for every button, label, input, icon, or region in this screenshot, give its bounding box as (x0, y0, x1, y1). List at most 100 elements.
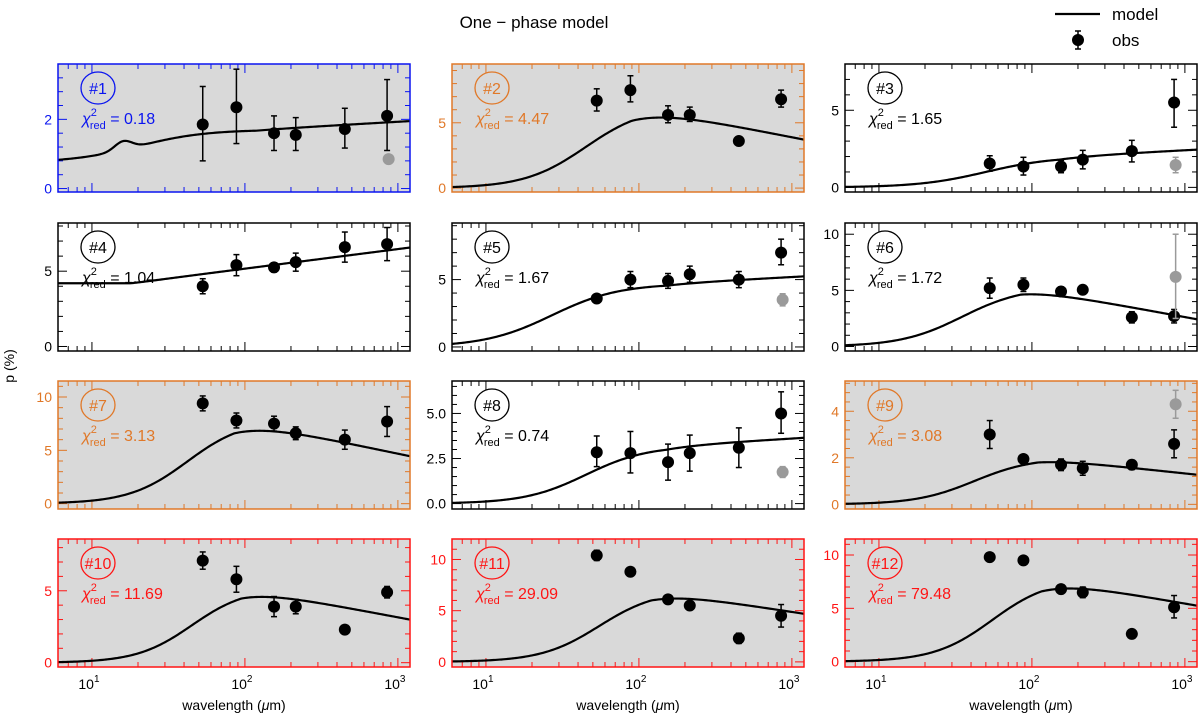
panel-background (845, 381, 1197, 509)
obs-point (268, 115, 281, 152)
obs-marker (662, 108, 675, 121)
obs-marker (1125, 311, 1138, 324)
x-ticks: 05 (438, 64, 804, 196)
chi2-chi: χ (867, 428, 878, 445)
obs-point-excluded (776, 465, 789, 479)
x-axis-label-prefix: wavelength ( (181, 697, 262, 713)
obs-point (230, 68, 243, 145)
chi2-sup: 2 (91, 582, 97, 594)
obs-marker (338, 433, 351, 446)
obs-marker (590, 292, 603, 305)
panel-id-circle (80, 546, 116, 580)
chi2-sub: red (90, 120, 106, 132)
obs-marker (1169, 159, 1182, 172)
obs-point (624, 430, 637, 474)
panel-label: #3 χ2 red = 1.65 (867, 71, 942, 132)
x-tick-base: 10 (1018, 676, 1034, 692)
model-curve (452, 275, 804, 345)
chi2-chi: χ (80, 270, 91, 287)
obs-marker (338, 123, 351, 136)
x-ticks: 05 (438, 223, 804, 355)
obs-marker (683, 108, 696, 121)
obs-marker (590, 549, 603, 562)
y-tick-label: 5 (831, 102, 839, 118)
obs-point (1076, 460, 1089, 477)
chi2-sub: red (877, 437, 893, 449)
x-tick-exp: 1 (881, 674, 887, 685)
model-curve (845, 461, 1197, 505)
obs-marker (338, 623, 351, 636)
chi2-value: = 3.13 (106, 428, 155, 445)
y-tick-label: 0 (438, 180, 446, 196)
obs-point (983, 551, 996, 564)
obs-marker (338, 241, 351, 254)
obs-point (1168, 594, 1181, 619)
chi2-value: = 29.09 (500, 586, 558, 603)
x-ticks: 0.0 2.5 5.0 (427, 381, 804, 512)
chi2-sub: red (484, 437, 500, 449)
panel-id: #4 (89, 240, 107, 257)
panel-4: 0 5 #4 χ2 red = 1.04 (44, 222, 411, 354)
chi2-chi: χ (867, 111, 878, 128)
obs-point (289, 252, 302, 272)
obs-marker (196, 280, 209, 293)
chi2-label: χ2 red = 1.72 (867, 266, 942, 291)
obs-point (983, 419, 996, 450)
obs-marker (1017, 554, 1030, 567)
obs-marker (268, 261, 281, 274)
y-tick-label: 0 (831, 496, 839, 512)
obs-point (230, 412, 243, 429)
obs-point (683, 434, 696, 472)
x-tick-base: 10 (472, 676, 488, 692)
obs-point (381, 585, 394, 599)
obs-marker (1169, 270, 1182, 283)
chi2-chi: χ (474, 586, 485, 603)
obs-point (662, 272, 675, 290)
obs-point (338, 231, 351, 263)
obs-point (732, 135, 745, 148)
obs-point (338, 623, 351, 636)
chi2-chi: χ (474, 428, 485, 445)
obs-point (381, 226, 394, 262)
y-tick-label: 2.5 (427, 451, 447, 467)
obs-point (289, 116, 302, 152)
obs-marker (382, 153, 395, 166)
obs-marker (1076, 586, 1089, 599)
obs-marker (1125, 458, 1138, 471)
obs-marker (983, 282, 996, 295)
x-axis-label: wavelength (μm) (968, 697, 1072, 713)
panel-frame (844, 538, 1198, 668)
obs-point (683, 599, 696, 612)
legend: model obs (1055, 5, 1158, 50)
obs-point (590, 549, 603, 562)
obs-point (268, 595, 281, 618)
observations (196, 395, 394, 451)
obs-marker (662, 593, 675, 606)
obs-marker (1125, 627, 1138, 640)
panel-5: 05#5χ2 red = 1.67 (438, 222, 805, 355)
obs-point (1168, 429, 1181, 459)
obs-marker (732, 632, 745, 645)
obs-marker (230, 259, 243, 272)
obs-point (624, 75, 637, 103)
obs-marker (662, 274, 675, 287)
obs-point (381, 78, 394, 152)
obs-point (196, 395, 209, 412)
panel-background (58, 223, 410, 351)
panel-id: #12 (872, 556, 899, 573)
panel-id-circle (867, 546, 903, 580)
y-tick-label: 5 (44, 263, 52, 279)
obs-point-excluded (382, 153, 395, 166)
obs-marker (1168, 601, 1181, 614)
obs-marker (775, 93, 788, 106)
obs-marker (624, 565, 637, 578)
obs-marker (1076, 462, 1089, 475)
chi2-sup: 2 (878, 107, 884, 119)
obs-point (1017, 554, 1030, 567)
y-tick-label: 0 (44, 338, 52, 354)
x-tick-base: 10 (384, 676, 400, 692)
observations (983, 551, 1181, 640)
chi2-chi: χ (474, 270, 485, 287)
